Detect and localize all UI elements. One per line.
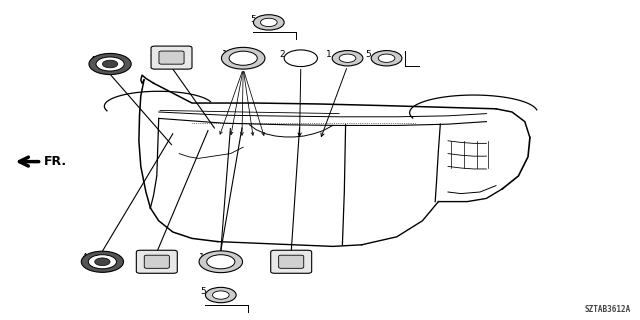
Circle shape bbox=[205, 287, 236, 303]
Circle shape bbox=[199, 251, 243, 273]
FancyBboxPatch shape bbox=[271, 250, 312, 273]
Text: SZTAB3612A: SZTAB3612A bbox=[584, 305, 630, 314]
FancyBboxPatch shape bbox=[151, 46, 192, 69]
FancyBboxPatch shape bbox=[159, 51, 184, 64]
Circle shape bbox=[102, 60, 118, 68]
Circle shape bbox=[88, 255, 116, 269]
Circle shape bbox=[378, 54, 395, 62]
Text: FR.: FR. bbox=[44, 155, 67, 168]
Text: 4: 4 bbox=[81, 253, 87, 262]
Text: 3: 3 bbox=[135, 253, 141, 262]
Circle shape bbox=[284, 50, 317, 67]
Circle shape bbox=[371, 51, 402, 66]
Circle shape bbox=[212, 291, 229, 299]
FancyBboxPatch shape bbox=[144, 255, 170, 268]
Circle shape bbox=[260, 18, 277, 27]
Text: 3: 3 bbox=[149, 49, 155, 58]
Text: 5: 5 bbox=[365, 50, 371, 59]
Circle shape bbox=[207, 255, 235, 269]
FancyBboxPatch shape bbox=[278, 255, 304, 268]
Text: 1: 1 bbox=[199, 253, 205, 262]
Circle shape bbox=[332, 51, 363, 66]
Circle shape bbox=[253, 15, 284, 30]
FancyBboxPatch shape bbox=[136, 250, 177, 273]
Circle shape bbox=[229, 51, 257, 65]
Circle shape bbox=[95, 258, 110, 266]
Circle shape bbox=[89, 53, 131, 75]
Circle shape bbox=[221, 47, 265, 69]
Text: 3: 3 bbox=[269, 253, 275, 262]
Text: 4: 4 bbox=[89, 56, 95, 65]
Circle shape bbox=[81, 251, 124, 272]
Text: 1: 1 bbox=[326, 50, 332, 59]
Text: 1: 1 bbox=[222, 50, 228, 59]
Circle shape bbox=[96, 57, 124, 71]
Text: 2: 2 bbox=[280, 50, 285, 59]
Text: 5: 5 bbox=[250, 15, 256, 24]
Text: 5: 5 bbox=[200, 287, 206, 296]
Circle shape bbox=[339, 54, 356, 62]
